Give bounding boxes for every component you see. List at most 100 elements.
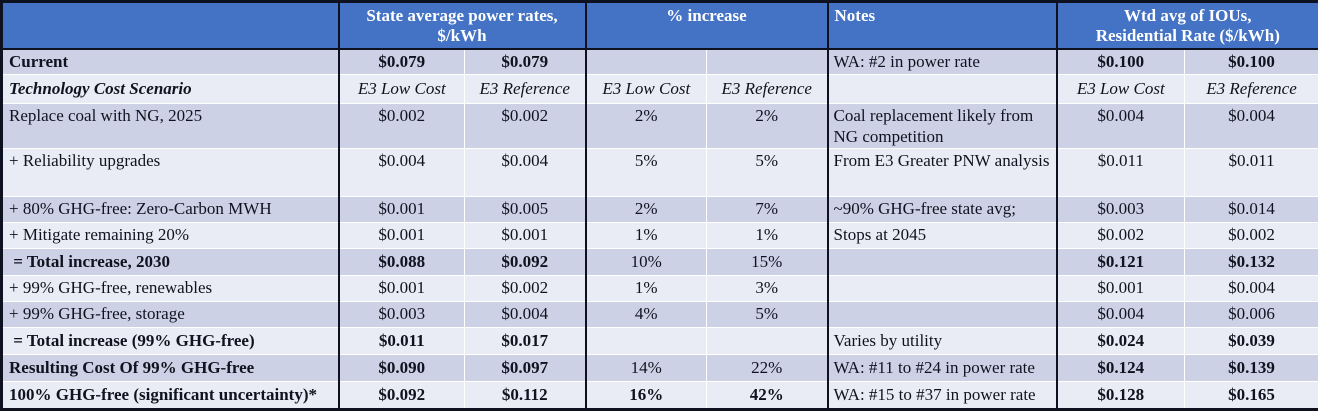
wtd-low-cost-cell: $0.121: [1057, 249, 1185, 276]
wtd-low-cost-cell: $0.011: [1057, 149, 1185, 197]
row-label: Resulting Cost Of 99% GHG-free: [2, 355, 339, 382]
wtd-low-cost-cell: $0.004: [1057, 104, 1185, 149]
rate-low-cost-cell: $0.088: [339, 249, 465, 276]
wtd-low-cost-cell: $0.124: [1057, 355, 1185, 382]
table-row: + Mitigate remaining 20% $0.001 $0.001 1…: [2, 223, 1318, 249]
header-row: State average power rates, $/kWh % incre…: [2, 2, 1318, 49]
note-cell: ~90% GHG-free state avg;: [828, 197, 1057, 223]
rate-reference-cell: E3 Reference: [465, 75, 586, 104]
pct-group-header: % increase: [586, 2, 828, 49]
table-row: + 99% GHG-free, renewables $0.001 $0.002…: [2, 276, 1318, 302]
row-label: + 99% GHG-free, storage: [2, 302, 339, 328]
pct-reference-cell: [707, 49, 828, 75]
pct-reference-cell: 5%: [707, 149, 828, 197]
rate-reference-cell: $0.097: [465, 355, 586, 382]
rate-reference-cell: $0.079: [465, 49, 586, 75]
wtd-reference-cell: $0.100: [1185, 49, 1318, 75]
rate-reference-cell: $0.002: [465, 104, 586, 149]
pct-reference-cell: 7%: [707, 197, 828, 223]
note-cell: WA: #11 to #24 in power rate: [828, 355, 1057, 382]
table-row-resulting-cost: Resulting Cost Of 99% GHG-free $0.090 $0…: [2, 355, 1318, 382]
rate-low-cost-cell: $0.011: [339, 328, 465, 355]
table-row: + 99% GHG-free, storage $0.003 $0.004 4%…: [2, 302, 1318, 328]
table-body: Current $0.079 $0.079 WA: #2 in power ra…: [2, 49, 1318, 410]
rates-group-header: State average power rates, $/kWh: [339, 2, 586, 49]
rate-reference-cell: $0.002: [465, 276, 586, 302]
table-row: + 80% GHG-free: Zero-Carbon MWH $0.001 $…: [2, 197, 1318, 223]
rate-reference-cell: $0.112: [465, 382, 586, 410]
rate-low-cost-cell: $0.001: [339, 197, 465, 223]
table-row: + Reliability upgrades $0.004 $0.004 5% …: [2, 149, 1318, 197]
rate-low-cost-cell: $0.090: [339, 355, 465, 382]
pct-low-cost-cell: 4%: [586, 302, 707, 328]
rate-reference-cell: $0.004: [465, 149, 586, 197]
note-cell: Stops at 2045: [828, 223, 1057, 249]
pct-low-cost-cell: 14%: [586, 355, 707, 382]
pct-reference-cell: 2%: [707, 104, 828, 149]
row-label: Current: [2, 49, 339, 75]
rate-low-cost-cell: $0.001: [339, 276, 465, 302]
row-label: = Total increase, 2030: [2, 249, 339, 276]
wtd-reference-cell: $0.006: [1185, 302, 1318, 328]
note-cell: WA: #2 in power rate: [828, 49, 1057, 75]
note-cell: [828, 276, 1057, 302]
rate-low-cost-cell: $0.004: [339, 149, 465, 197]
pct-low-cost-cell: [586, 328, 707, 355]
wtd-low-cost-cell: $0.004: [1057, 302, 1185, 328]
wtd-low-cost-cell: $0.100: [1057, 49, 1185, 75]
note-cell: [828, 249, 1057, 276]
wtd-reference-cell: $0.011: [1185, 149, 1318, 197]
pct-low-cost-cell: 10%: [586, 249, 707, 276]
pct-low-cost-cell: 5%: [586, 149, 707, 197]
wtd-low-cost-cell: $0.002: [1057, 223, 1185, 249]
wtd-low-cost-cell: $0.001: [1057, 276, 1185, 302]
row-label: + Mitigate remaining 20%: [2, 223, 339, 249]
rate-low-cost-cell: $0.092: [339, 382, 465, 410]
pct-low-cost-cell: 16%: [586, 382, 707, 410]
rate-reference-cell: $0.092: [465, 249, 586, 276]
pct-low-cost-cell: 1%: [586, 276, 707, 302]
pct-reference-cell: [707, 328, 828, 355]
wtd-reference-cell: $0.004: [1185, 276, 1318, 302]
rate-low-cost-cell: $0.003: [339, 302, 465, 328]
rate-reference-cell: $0.005: [465, 197, 586, 223]
wtd-low-cost-cell: $0.003: [1057, 197, 1185, 223]
wtd-low-cost-cell: $0.024: [1057, 328, 1185, 355]
pct-reference-cell: 5%: [707, 302, 828, 328]
table-row: Replace coal with NG, 2025 $0.002 $0.002…: [2, 104, 1318, 149]
wtd-reference-cell: E3 Reference: [1185, 75, 1318, 104]
pct-reference-cell: 1%: [707, 223, 828, 249]
rate-reference-cell: $0.001: [465, 223, 586, 249]
row-label: + 99% GHG-free, renewables: [2, 276, 339, 302]
notes-header: Notes: [828, 2, 1057, 49]
rate-low-cost-cell: $0.001: [339, 223, 465, 249]
wtd-reference-cell: $0.039: [1185, 328, 1318, 355]
note-cell: WA: #15 to #37 in power rate: [828, 382, 1057, 410]
pct-low-cost-cell: 2%: [586, 104, 707, 149]
pct-low-cost-cell: 2%: [586, 197, 707, 223]
wtd-reference-cell: $0.004: [1185, 104, 1318, 149]
table-header: State average power rates, $/kWh % incre…: [2, 2, 1318, 49]
note-cell: Coal replacement likely from NG competit…: [828, 104, 1057, 149]
wtd-reference-cell: $0.132: [1185, 249, 1318, 276]
note-cell: [828, 75, 1057, 104]
row-label: 100% GHG-free (significant uncertainty)*: [2, 382, 339, 410]
wtd-reference-cell: $0.139: [1185, 355, 1318, 382]
note-cell: From E3 Greater PNW analysis: [828, 149, 1057, 197]
wtd-low-cost-cell: $0.128: [1057, 382, 1185, 410]
row-label: Replace coal with NG, 2025: [2, 104, 339, 149]
pct-reference-cell: 22%: [707, 355, 828, 382]
wtd-reference-cell: $0.014: [1185, 197, 1318, 223]
rate-low-cost-cell: $0.002: [339, 104, 465, 149]
wtd-group-header: Wtd avg of IOUs, Residential Rate ($/kWh…: [1057, 2, 1318, 49]
pct-low-cost-cell: [586, 49, 707, 75]
rate-reference-cell: $0.004: [465, 302, 586, 328]
pct-low-cost-cell: E3 Low Cost: [586, 75, 707, 104]
note-cell: [828, 302, 1057, 328]
pct-reference-cell: 42%: [707, 382, 828, 410]
wtd-reference-cell: $0.165: [1185, 382, 1318, 410]
row-label: + 80% GHG-free: Zero-Carbon MWH: [2, 197, 339, 223]
pct-low-cost-cell: 1%: [586, 223, 707, 249]
row-label: Technology Cost Scenario: [2, 75, 339, 104]
